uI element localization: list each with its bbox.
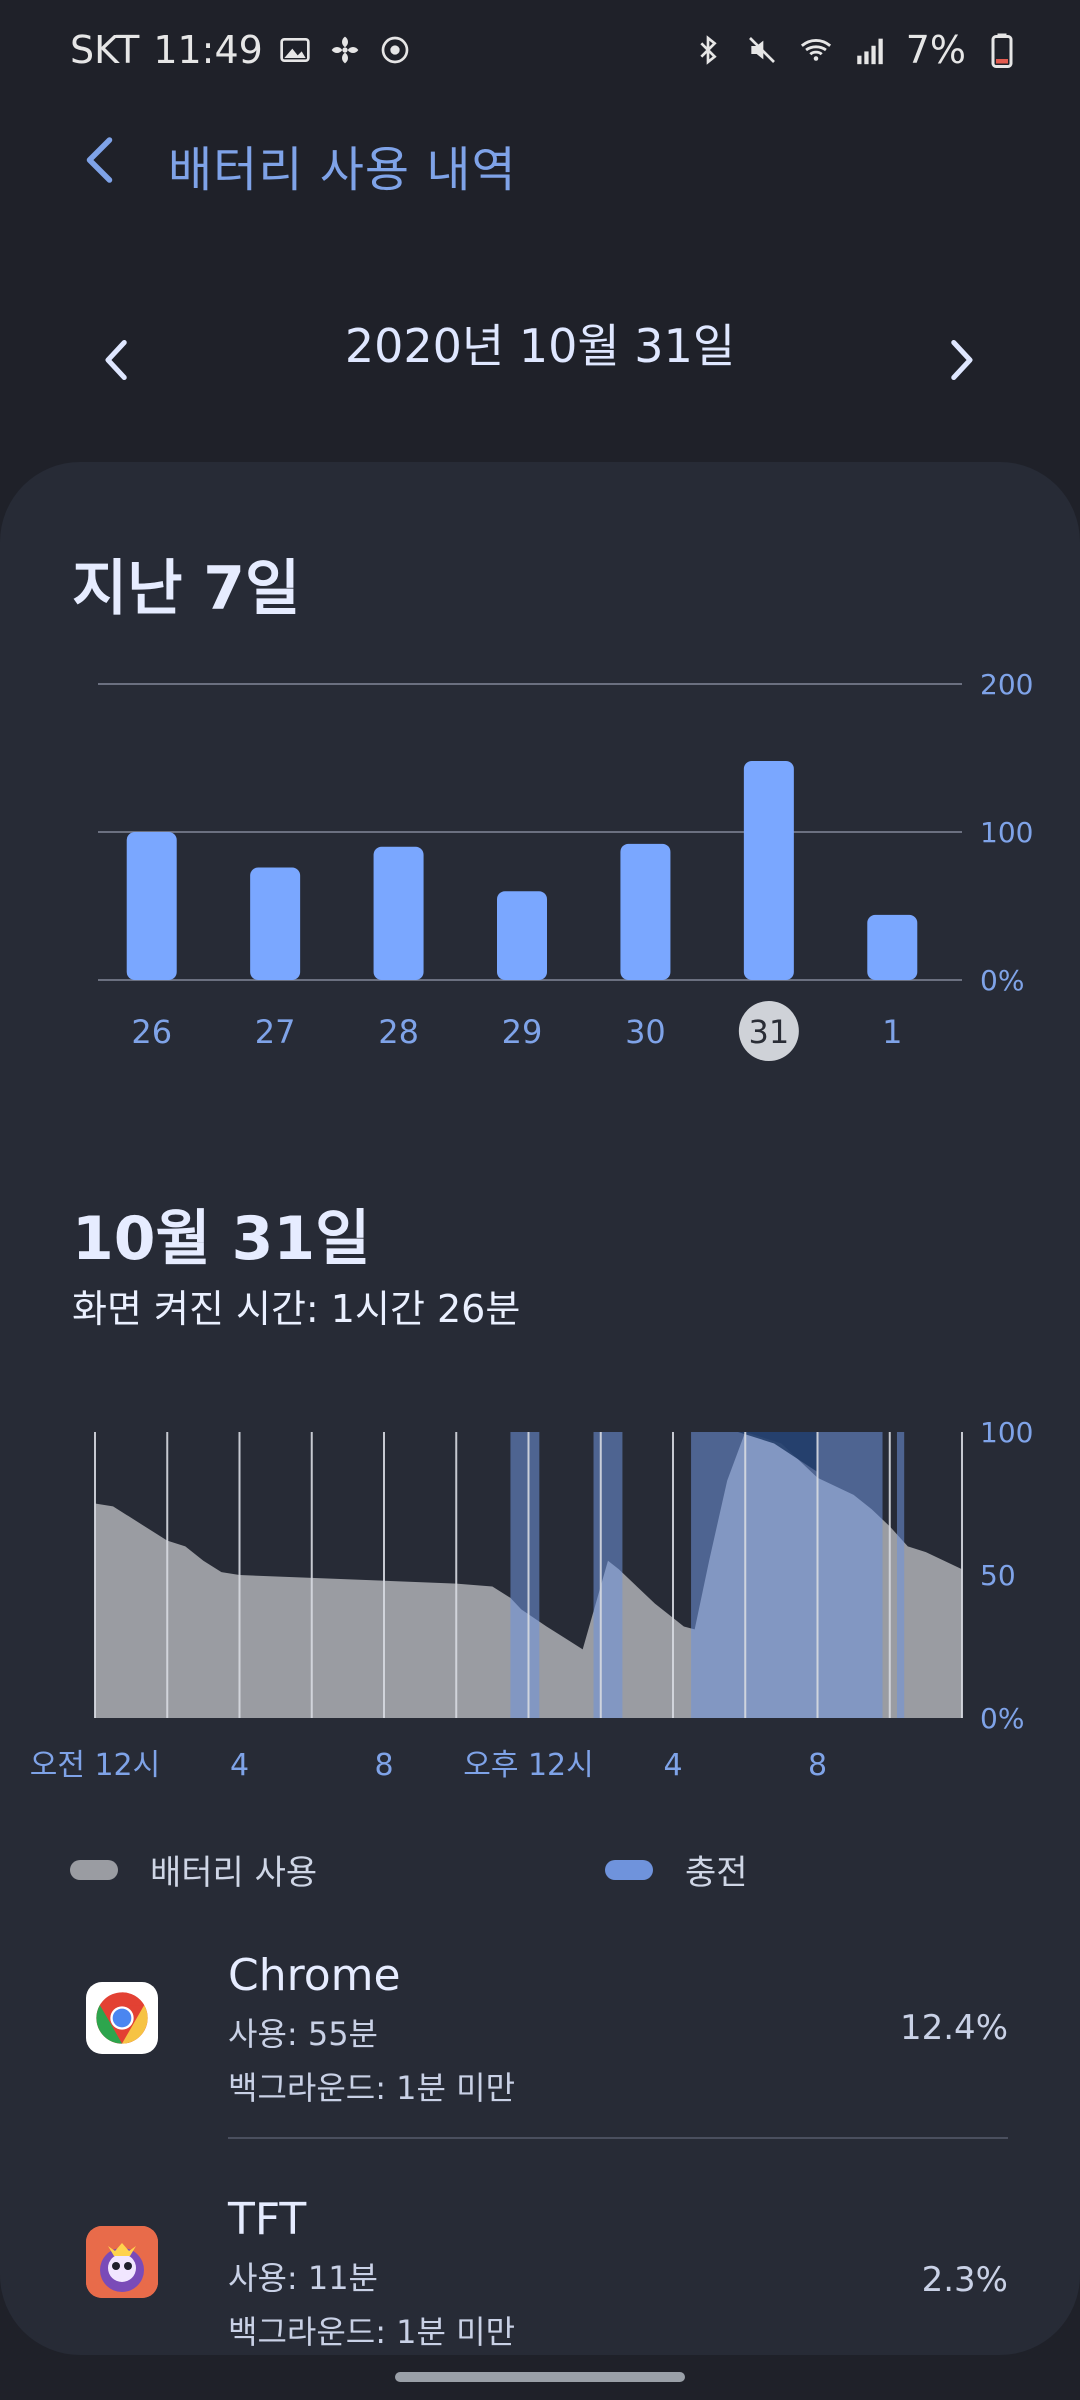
x-tick-label[interactable]: 31 [748,1013,789,1051]
back-button[interactable] [72,130,132,190]
wifi-icon [798,32,834,68]
x-tick-label: 4 [663,1748,682,1783]
bar-26[interactable] [126,832,177,980]
legend-charging: 충전 [605,1845,748,1894]
mute-icon [744,32,780,68]
selected-day-indicator [738,1001,799,1061]
chevron-left-icon [105,340,127,380]
app-row-tft[interactable]: TFT 사용: 11분 백그라운드: 1분 미만 2.3% [0,2174,1080,2394]
date-text: 2020년 10월 31일 [344,319,736,373]
y-tick-label: 100 [980,1416,1033,1449]
chevron-left-icon [86,137,113,183]
next-date-button[interactable] [930,330,990,390]
charging-window [896,1432,905,1718]
sync-icon [377,32,413,68]
legend-usage: 배터리 사용 [70,1845,317,1894]
app-row-chrome[interactable]: Chrome 사용: 55분 백그라운드: 1분 미만 12.4% [0,1930,1080,2150]
app-name: TFT [228,2194,307,2245]
battery-low-icon [984,32,1020,68]
signal-icon [852,32,888,68]
x-tick-label: 8 [374,1748,393,1783]
bar-28[interactable] [373,846,424,980]
time-text: 11:49 [153,28,263,72]
day-title: 10월 31일 [72,1204,371,1274]
x-tick-label[interactable]: 30 [625,1013,666,1051]
bar-31[interactable] [743,760,794,980]
app-percent: 12.4% [899,2008,1008,2048]
bar-1[interactable] [867,914,918,980]
y-tick-label: 0% [980,964,1024,997]
weekly-title: 지난 7일 [72,554,301,624]
battery-percent: 7% [905,28,966,72]
app-usage: 사용: 11분 [228,2259,378,2297]
status-bar: SKT 11:49 7% [0,0,1080,100]
legend-usage-label: 배터리 사용 [150,1853,318,1893]
app-background: 백그라운드: 1분 미만 [228,2313,516,2351]
x-tick-label: 오전 12시 [30,1748,161,1783]
page-title: 배터리 사용 내역 [168,142,517,198]
full-charge-region [727,1432,818,1473]
prev-date-button[interactable] [88,330,148,390]
x-tick-label[interactable]: 1 [882,1013,902,1051]
y-tick-label: 100 [980,816,1033,849]
x-tick-label: 오후 12시 [463,1748,594,1783]
x-tick-label: 4 [230,1748,249,1783]
x-tick-label[interactable]: 27 [255,1013,296,1051]
usage-card [0,462,1080,2355]
chevron-right-icon [951,340,973,380]
chrome-icon [86,1982,158,2054]
gesture-bar[interactable] [395,2372,685,2382]
charging-swatch [605,1859,653,1880]
fan-icon [327,32,363,68]
y-tick-label: 50 [980,1559,1016,1592]
bar-27[interactable] [250,867,301,980]
legend-charging-label: 충전 [685,1853,748,1893]
image-icon [277,32,313,68]
app-name: Chrome [228,1950,401,2001]
x-tick-label: 8 [808,1748,827,1783]
charging-window [593,1432,623,1718]
x-tick-label[interactable]: 29 [502,1013,543,1051]
bar-30[interactable] [620,843,671,980]
app-bar [0,120,1080,210]
app-background: 백그라운드: 1분 미만 [228,2069,516,2107]
carrier-text: SKT [70,28,140,72]
x-tick-label[interactable]: 26 [131,1013,172,1051]
charging-window [691,1432,883,1718]
bar-29[interactable] [497,891,547,980]
app-percent: 2.3% [921,2260,1008,2300]
charging-window [510,1432,540,1718]
screen-time-text: 화면 켜진 시간: 1시간 26분 [72,1287,521,1331]
weekly-bar-chart: 200 100 0% 26 27 28 29 30 31 1 [98,668,1033,1061]
usage-swatch [70,1859,118,1880]
app-usage: 사용: 55분 [228,2015,378,2053]
row-divider [228,2137,1008,2139]
day-area-chart: 100 50 0% 오전 12시 4 8 오후 12시 4 8 [30,1416,1034,1783]
tft-icon [86,2226,158,2298]
y-tick-label: 200 [980,668,1033,701]
y-tick-label: 0% [980,1702,1024,1735]
bluetooth-icon [690,32,726,68]
x-tick-label[interactable]: 28 [378,1013,419,1051]
